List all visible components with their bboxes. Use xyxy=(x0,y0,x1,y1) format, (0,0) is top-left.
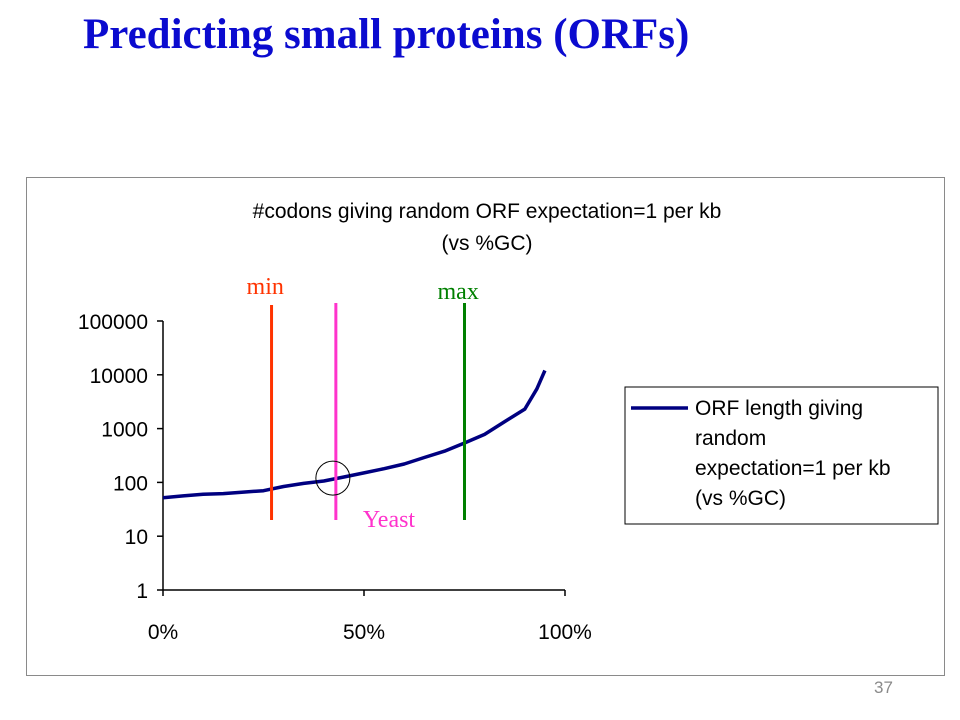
y-tick-label: 1 xyxy=(136,580,148,603)
legend-label-line: random xyxy=(695,427,766,450)
y-tick-label: 1000 xyxy=(101,419,148,442)
series-layer xyxy=(162,369,547,500)
legend-label: ORF length giving random expectation=1 per… xyxy=(695,397,891,510)
legend-label-line: expectation=1 per kb xyxy=(695,457,891,480)
y-tick-label: 100 xyxy=(113,472,148,495)
yeast-circle xyxy=(315,460,351,496)
x-tick-label: 100% xyxy=(538,621,592,644)
legend-label-line: (vs %GC) xyxy=(695,487,786,510)
chart-subtitle: (vs %GC) xyxy=(442,232,533,255)
marker-label-max: max xyxy=(438,279,479,305)
y-tick-label: 100000 xyxy=(78,311,148,334)
axes: 1 10 100 1000 10000 100000 0% 50% 100% xyxy=(78,311,592,644)
series-line xyxy=(162,369,547,500)
legend-box xyxy=(624,386,939,525)
slide-title: Predicting small proteins (ORFs) xyxy=(83,11,690,58)
legend: ORF length giving random expectation=1 per… xyxy=(624,386,939,525)
y-tick-label: 10000 xyxy=(90,365,148,388)
marker-label-yeast: Yeast xyxy=(363,507,416,533)
y-tick-label: 10 xyxy=(125,526,148,549)
x-tick-label: 50% xyxy=(343,621,385,644)
marker-label-min: min xyxy=(247,274,284,300)
annotation-layer: min Yeast max xyxy=(247,274,479,533)
chart-title: #codons giving random ORF expectation=1 … xyxy=(253,200,722,223)
chart-frame xyxy=(26,177,945,676)
x-tick-label: 0% xyxy=(148,621,178,644)
legend-label-line: ORF length giving xyxy=(695,397,863,420)
page-number: 37 xyxy=(874,678,893,697)
